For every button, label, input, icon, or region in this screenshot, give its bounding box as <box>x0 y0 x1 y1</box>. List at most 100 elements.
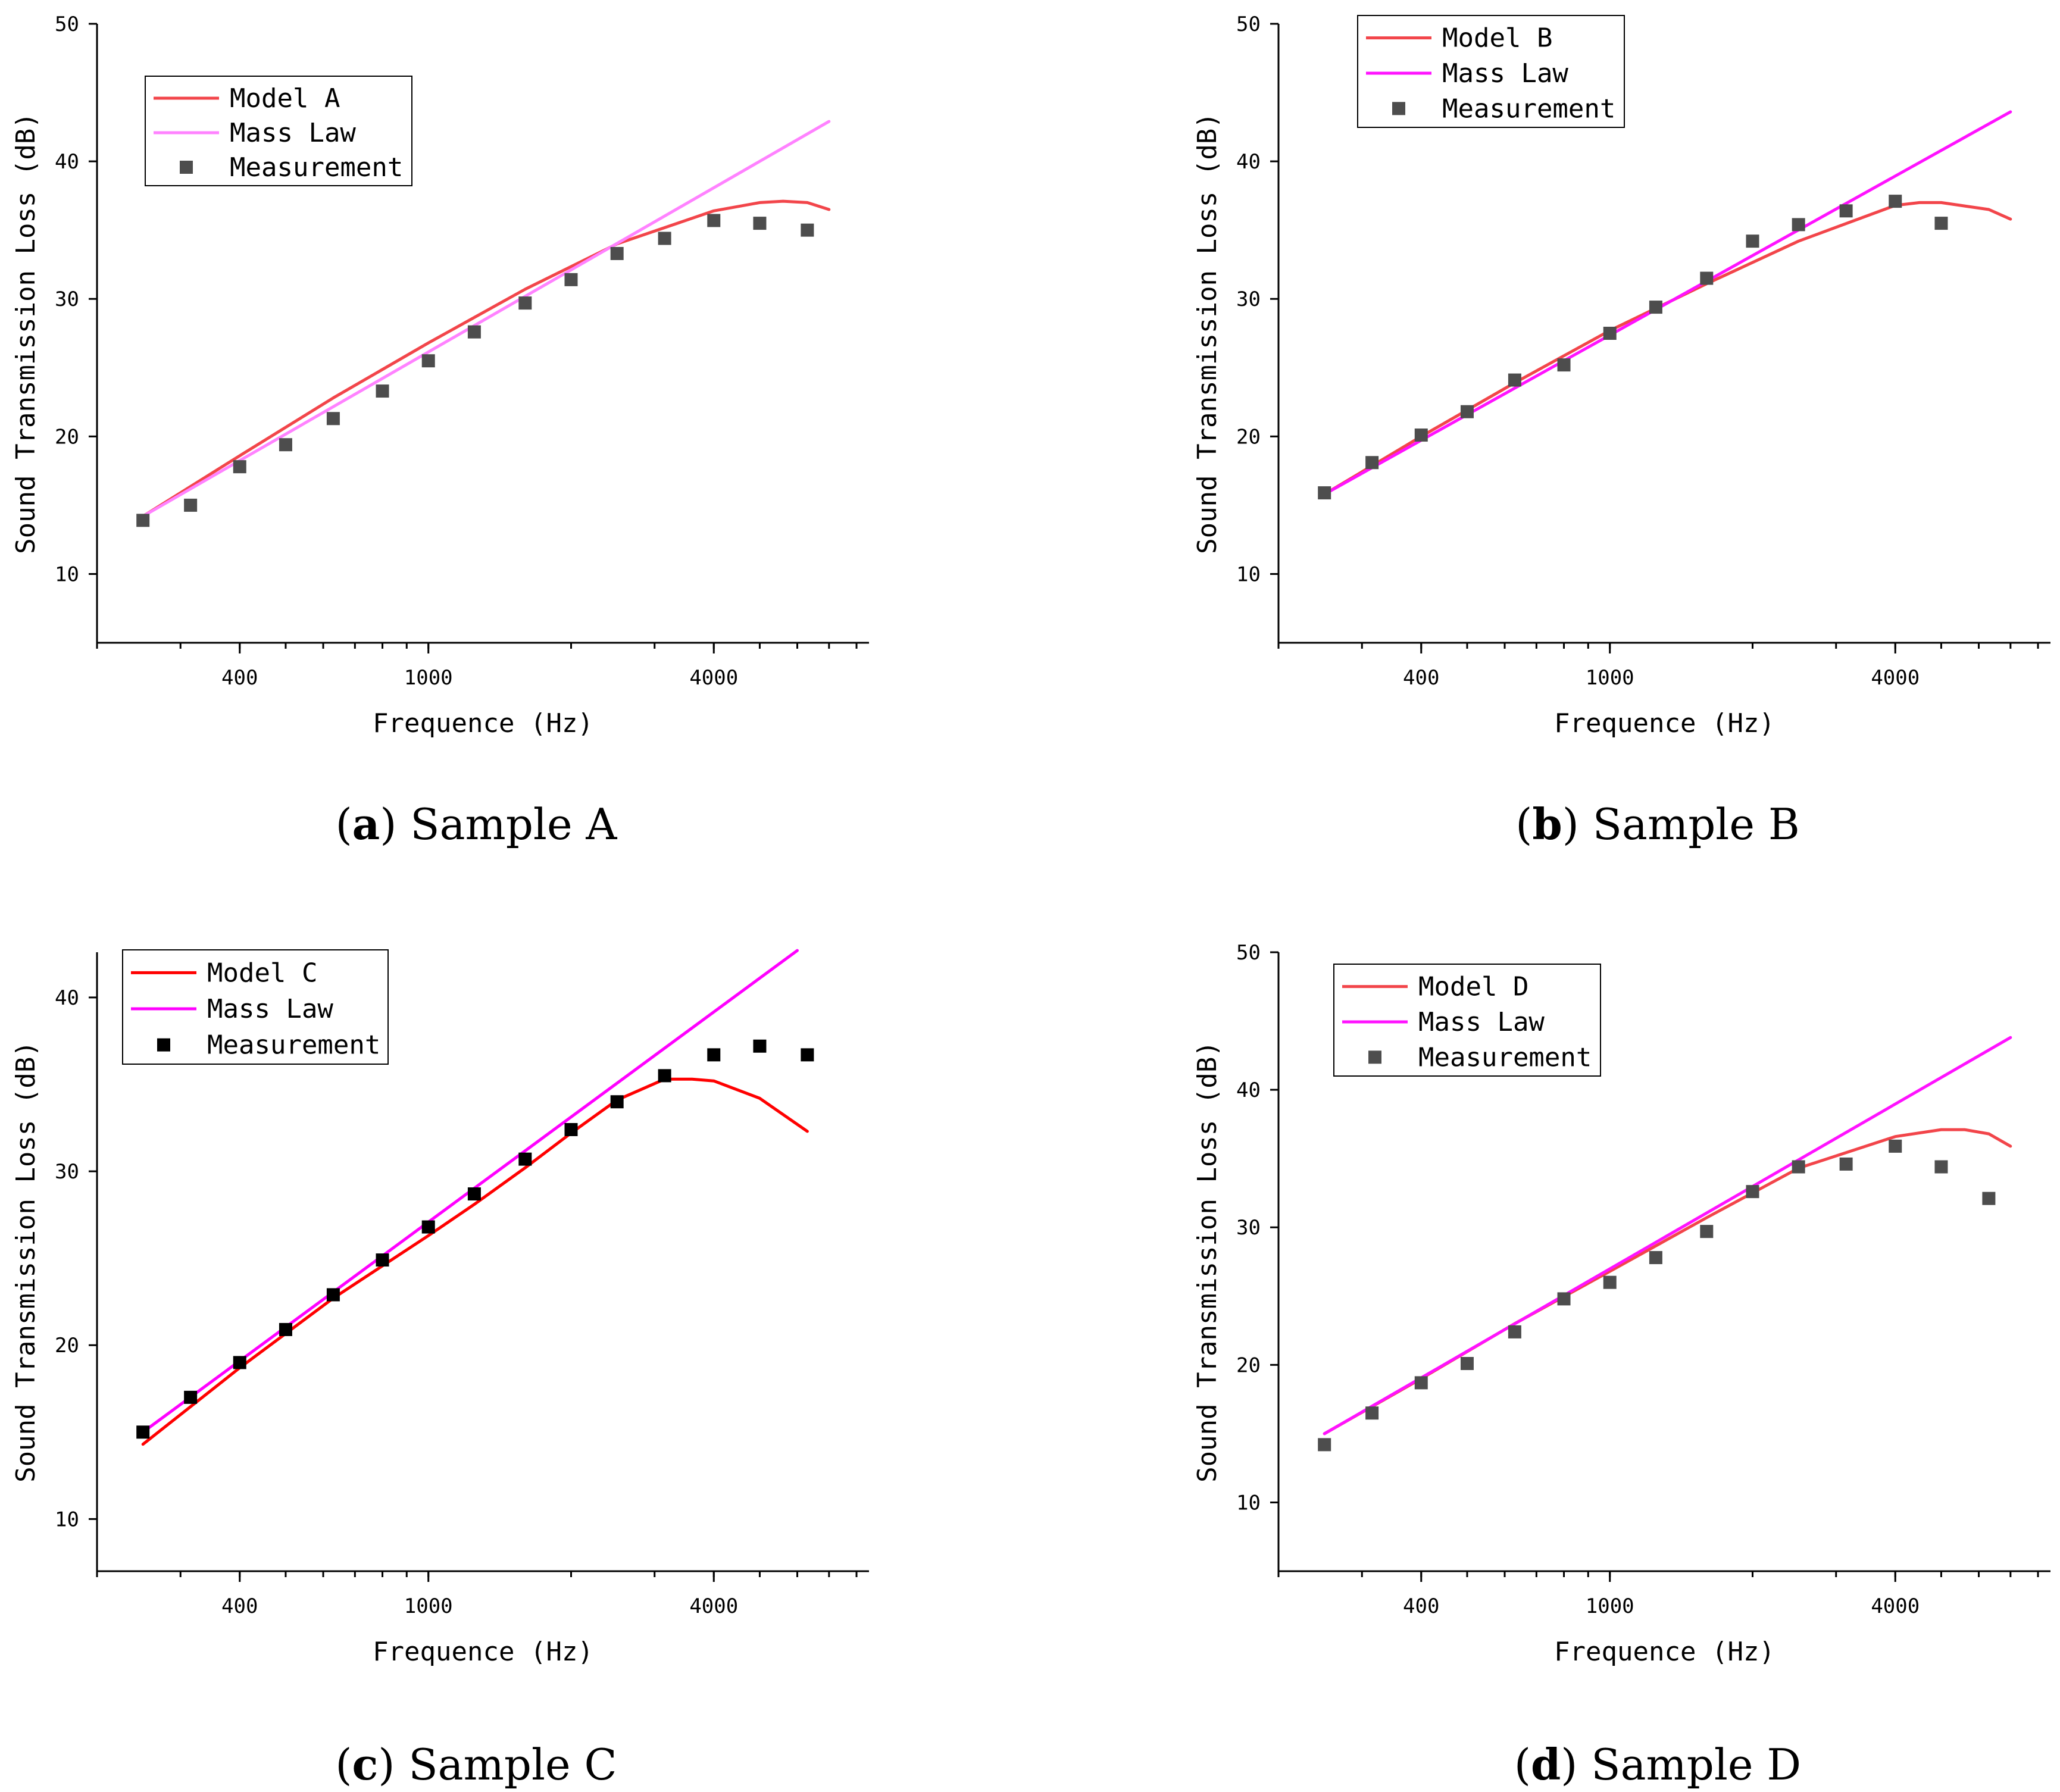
y-axis-title: Sound Transmission Loss (dB) <box>11 112 41 554</box>
data-point-measurement <box>1649 1251 1662 1265</box>
data-point-measurement <box>376 384 389 398</box>
y-tick-label: 10 <box>1236 562 1261 586</box>
data-point-measurement <box>753 217 767 230</box>
legend-label: Model B <box>1442 23 1552 54</box>
y-tick-label: 20 <box>1236 425 1261 449</box>
x-tick-label: 1000 <box>1586 1594 1634 1618</box>
data-point-measurement <box>1746 1185 1759 1199</box>
data-point-measurement <box>1460 1357 1474 1371</box>
data-point-measurement <box>610 246 624 260</box>
y-tick-label: 20 <box>1236 1353 1261 1377</box>
legend-swatch-measurement <box>1392 102 1405 115</box>
data-point-measurement <box>1460 405 1474 418</box>
series-line-model-b <box>1323 201 2012 496</box>
x-tick-label: 4000 <box>1871 1594 1920 1618</box>
legend: Model B Mass Law Measurement <box>1357 15 1625 128</box>
legend-label: Model C <box>207 958 317 988</box>
legend-label: Measurement <box>230 152 403 183</box>
data-point-measurement <box>1318 486 1331 500</box>
data-point-measurement <box>1792 218 1805 232</box>
data-point-measurement <box>421 1220 435 1234</box>
plot-area <box>136 120 831 527</box>
data-point-measurement <box>753 1039 767 1053</box>
data-point-measurement <box>184 1390 198 1404</box>
data-point-measurement <box>1365 456 1379 470</box>
legend-label: Model D <box>1418 972 1528 1002</box>
caption-text: Sample C <box>408 1740 617 1790</box>
data-point-measurement <box>279 438 292 452</box>
panel-caption: (d) Sample D <box>1514 1739 1801 1790</box>
x-tick-label: 400 <box>1403 666 1439 690</box>
data-point-measurement <box>1557 358 1571 372</box>
y-tick-label: 10 <box>1236 1491 1261 1515</box>
data-point-measurement <box>1792 1160 1805 1174</box>
data-point-measurement <box>610 1095 624 1109</box>
data-point-measurement <box>1414 1376 1428 1390</box>
x-tick-label: 1000 <box>1586 666 1634 690</box>
y-tick-label: 30 <box>55 287 79 311</box>
x-tick-label: 4000 <box>689 1594 738 1618</box>
data-point-measurement <box>326 412 340 426</box>
data-point-measurement <box>564 1122 578 1136</box>
data-point-measurement <box>376 1253 389 1267</box>
caption-text: Sample D <box>1591 1740 1801 1790</box>
y-tick-label: 30 <box>1236 287 1261 311</box>
legend-label: Measurement <box>207 1030 380 1061</box>
x-tick-label: 400 <box>221 1594 258 1618</box>
legend-label: Mass Law <box>1418 1007 1545 1037</box>
data-point-measurement <box>707 214 721 227</box>
data-point-measurement <box>707 1048 721 1062</box>
panel-caption: (c) Sample C <box>335 1739 617 1790</box>
y-tick-label: 30 <box>55 1160 79 1184</box>
legend-label: Mass Law <box>230 118 356 148</box>
caption-letter: b <box>1532 799 1562 849</box>
x-axis-title: Frequence (Hz) <box>1554 708 1775 739</box>
data-point-measurement <box>279 1322 292 1336</box>
y-tick-label: 50 <box>1236 12 1261 36</box>
data-point-measurement <box>518 1152 532 1166</box>
data-point-measurement <box>467 1187 481 1201</box>
data-point-measurement <box>658 1069 671 1083</box>
plot-area <box>1318 110 2012 500</box>
x-tick-label: 1000 <box>404 666 453 690</box>
legend-swatch-measurement <box>1368 1050 1381 1064</box>
series-line-mass-law <box>141 120 831 518</box>
x-axis-title: Frequence (Hz) <box>1554 1637 1775 1667</box>
y-axis-title: Sound Transmission Loss (dB) <box>1192 112 1223 554</box>
chart-panel-b: 10 20 30 40 50 400 1000 4000 Frequence (Hz) Sound… <box>1192 12 2050 849</box>
data-point-measurement <box>1700 1225 1714 1239</box>
data-point-measurement <box>184 498 198 512</box>
y-tick-label: 10 <box>55 1508 79 1531</box>
x-tick-label: 4000 <box>689 666 738 690</box>
data-point-measurement <box>1508 373 1521 387</box>
data-point-measurement <box>1414 429 1428 442</box>
chart-panel-a: 10 20 30 40 50 400 1000 4000 Frequence (Hz) Sound… <box>11 12 869 849</box>
data-point-measurement <box>1508 1325 1521 1338</box>
y-tick-label: 50 <box>55 12 79 36</box>
y-tick-label: 30 <box>1236 1216 1261 1240</box>
y-tick-label: 40 <box>1236 150 1261 174</box>
x-tick-label: 400 <box>221 666 258 690</box>
data-point-measurement <box>1934 1160 1948 1174</box>
data-point-measurement <box>1649 301 1662 314</box>
data-point-measurement <box>801 223 814 237</box>
data-point-measurement <box>1365 1406 1379 1420</box>
data-point-measurement <box>1889 1139 1902 1153</box>
data-point-measurement <box>467 325 481 339</box>
data-point-measurement <box>1700 271 1714 285</box>
plot-area <box>136 949 814 1446</box>
data-point-measurement <box>1839 1157 1853 1171</box>
series-line-mass-law <box>1323 110 2012 496</box>
panel-caption: (a) Sample A <box>336 799 618 849</box>
legend-swatch-measurement <box>157 1038 170 1052</box>
y-tick-label: 40 <box>1236 1078 1261 1102</box>
data-point-measurement <box>1746 234 1759 248</box>
x-tick-label: 1000 <box>404 1594 453 1618</box>
legend-label: Mass Law <box>207 994 333 1024</box>
caption-letter: d <box>1531 1739 1561 1790</box>
caption-letter: c <box>352 1739 379 1790</box>
data-point-measurement <box>1603 1275 1617 1289</box>
data-point-measurement <box>326 1288 340 1302</box>
chart-panel-d: 10 20 30 40 50 400 1000 4000 Frequence (Hz) Sound… <box>1192 941 2050 1790</box>
